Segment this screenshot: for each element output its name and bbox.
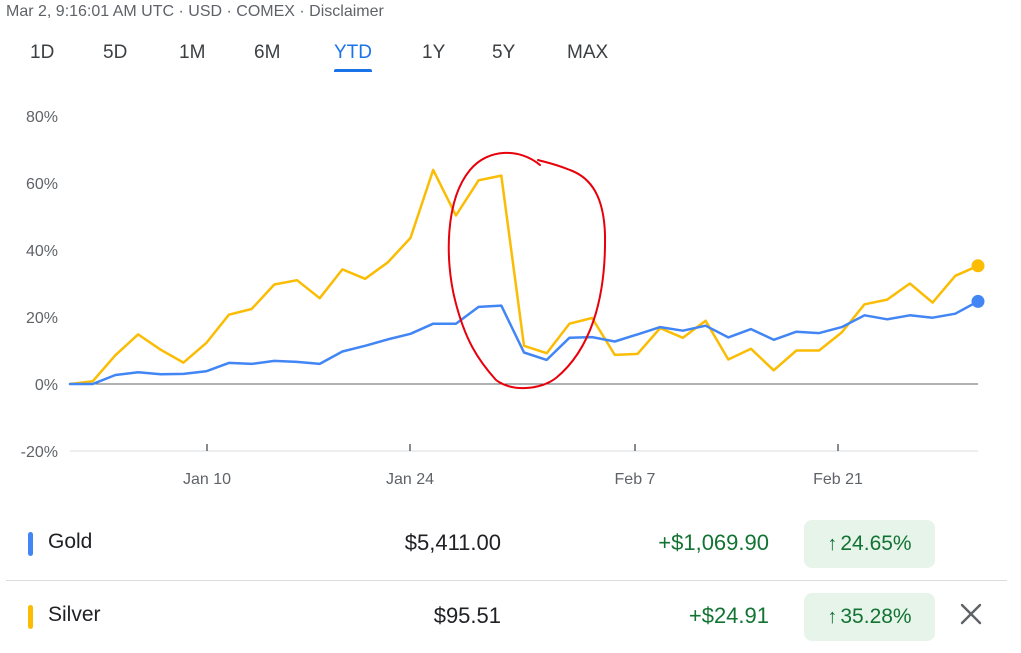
y-tick-label: -20% bbox=[21, 444, 58, 461]
tab-5y[interactable]: 5Y bbox=[492, 42, 515, 64]
gold-name: Gold bbox=[48, 530, 93, 553]
y-tick-label: 80% bbox=[26, 109, 58, 126]
gold-percent: 24.65% bbox=[840, 532, 912, 555]
price-chart[interactable]: 80% 60% 40% 20% 0% -20% Jan 10 Jan 24 Feb 7 Feb 2… bbox=[0, 90, 1021, 500]
x-tick-label: Jan 24 bbox=[386, 471, 434, 488]
annotation-circle bbox=[447, 151, 607, 390]
series-end-dot-silver bbox=[971, 259, 985, 273]
tab-label: 5D bbox=[103, 42, 128, 63]
tab-max[interactable]: MAX bbox=[567, 42, 608, 64]
tab-5d[interactable]: 5D bbox=[103, 42, 127, 64]
header-info: Mar 2, 9:16:01 AM UTC · USD · COMEX · Di… bbox=[6, 3, 384, 20]
series-line-gold bbox=[68, 300, 980, 386]
tab-label: 5Y bbox=[492, 42, 516, 63]
tab-label: 6M bbox=[254, 42, 281, 63]
x-tick-label: Feb 21 bbox=[813, 471, 863, 488]
x-tick-label: Jan 10 bbox=[183, 471, 231, 488]
range-tabs: 1D 5D 1M 6M YTD 1Y 5Y MAX bbox=[0, 42, 700, 76]
tab-label: YTD bbox=[334, 42, 372, 63]
y-tick-label: 0% bbox=[35, 377, 58, 394]
active-tab-indicator bbox=[334, 69, 372, 72]
gold-change: +$1,069.90 bbox=[658, 530, 769, 555]
silver-name: Silver bbox=[48, 603, 101, 626]
tab-label: 1D bbox=[30, 42, 55, 63]
silver-swatch bbox=[28, 605, 33, 629]
series-line-silver bbox=[68, 168, 980, 386]
gold-percent-badge: ↑ 24.65% bbox=[804, 520, 935, 568]
tab-label: 1Y bbox=[422, 42, 446, 63]
tab-1y[interactable]: 1Y bbox=[422, 42, 445, 64]
legend-row-gold[interactable]: Gold $5,411.00 +$1,069.90 ↑ 24.65% bbox=[6, 508, 1007, 581]
tab-ytd[interactable]: YTD bbox=[334, 42, 372, 72]
silver-price: $95.51 bbox=[433, 603, 501, 628]
tab-label: 1M bbox=[179, 42, 206, 63]
tab-1d[interactable]: 1D bbox=[30, 42, 54, 64]
silver-percent: 35.28% bbox=[840, 605, 912, 628]
silver-change: +$24.91 bbox=[688, 603, 769, 628]
x-tick-label: Feb 7 bbox=[615, 471, 656, 488]
y-tick-label: 60% bbox=[26, 176, 58, 193]
arrow-up-icon: ↑ bbox=[827, 532, 838, 555]
gold-price: $5,411.00 bbox=[404, 530, 501, 555]
y-tick-label: 20% bbox=[26, 310, 58, 327]
tab-1m[interactable]: 1M bbox=[179, 42, 205, 64]
gold-swatch bbox=[28, 532, 33, 556]
tab-label: MAX bbox=[567, 42, 609, 63]
arrow-up-icon: ↑ bbox=[827, 605, 838, 628]
legend-row-silver[interactable]: Silver $95.51 +$24.91 ↑ 35.28% bbox=[6, 581, 1007, 653]
tab-6m[interactable]: 6M bbox=[254, 42, 280, 64]
close-icon[interactable] bbox=[958, 601, 984, 627]
y-tick-label: 40% bbox=[26, 243, 58, 260]
series-end-dot-gold bbox=[971, 294, 985, 308]
silver-percent-badge: ↑ 35.28% bbox=[804, 593, 935, 641]
